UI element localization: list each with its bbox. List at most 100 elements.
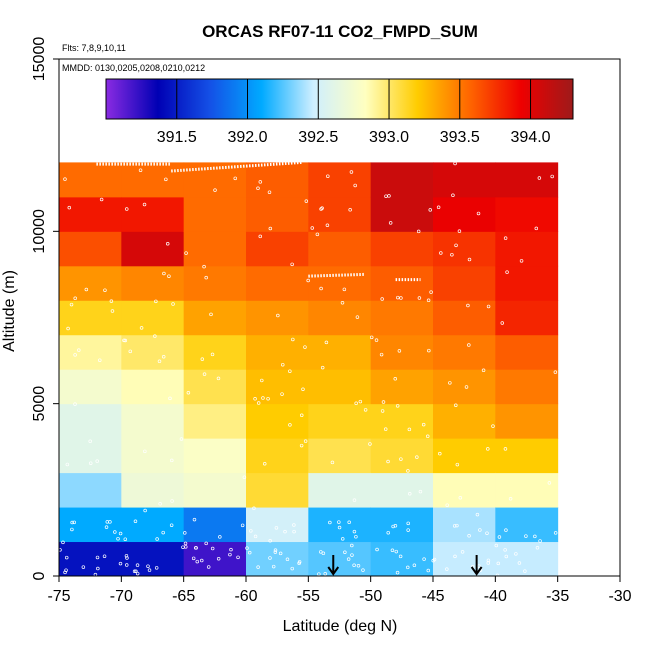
heatmap-cell-1-6 [121,334,185,370]
heatmap-cell-2-6 [183,334,247,370]
observation-point [517,561,522,565]
observation-point [299,413,304,418]
observation-point [240,523,245,528]
observation-point [504,528,508,532]
observation-point [96,566,100,571]
observation-point [363,408,368,412]
observation-point [98,358,102,362]
heatmap-cell-2-11 [183,162,247,198]
observation-point [361,568,365,572]
observation-point [356,564,361,568]
heatmap-cell-2-9 [183,231,247,267]
heatmap-cell-5-3 [370,438,434,474]
observation-point [158,502,162,506]
heatmap-cell-5-9 [370,231,434,267]
heatmap-cell-1-10 [121,196,185,232]
observation-point [167,274,171,278]
observation-point [390,548,395,552]
observation-point [319,550,323,554]
observation-point [415,455,419,459]
observation-point [134,569,138,574]
observation-point [108,520,112,524]
x-axis-label: Latitude (deg N) [283,618,398,635]
observation-point [73,353,77,357]
observation-point [266,396,270,401]
observation-point [142,202,147,207]
observation-point [330,460,335,465]
observation-point [66,326,70,331]
heatmap-cell-7-0 [495,541,559,577]
observation-point [350,553,354,557]
heatmap-cell-6-10 [433,196,496,232]
observation-point [368,442,372,446]
heatmap-cell-7-2 [495,472,559,508]
observation-point [320,365,325,370]
observation-point [550,174,554,179]
observation-point [253,397,257,401]
observation-point [303,439,308,443]
flight-track [171,160,303,173]
observation-point [491,424,495,428]
observation-point [523,569,527,573]
observation-point [292,529,296,534]
observation-point [391,524,395,529]
observation-point [118,531,123,536]
observation-point [486,304,491,309]
observation-point [268,226,273,231]
observation-point [486,447,490,451]
heatmap-cell-4-4 [308,403,372,439]
observation-point [280,362,285,367]
heatmap-cell-0-2 [59,472,122,508]
x-tick-label: -65 [172,588,195,605]
observation-point [321,551,326,556]
observation-point [216,376,221,381]
observation-point [452,524,457,528]
observation-point [116,536,120,541]
observation-point [132,569,137,574]
observation-point [445,567,449,571]
observation-point [290,262,294,267]
heatmap-cell-4-10 [308,196,372,232]
observation-point [500,321,505,325]
observation-point [102,554,107,558]
heatmap-cell-5-4 [370,403,434,439]
observation-point [303,345,307,349]
arrow-head [327,566,340,576]
observation-point [481,368,486,373]
observation-point [406,521,410,526]
heatmap-cell-0-0 [59,541,122,577]
observation-point [467,534,471,538]
heatmap-cell-4-1 [308,507,372,543]
observation-point [260,378,264,383]
heatmap-cell-3-5 [246,369,309,405]
observation-point [268,539,272,543]
observation-point [61,540,65,545]
observation-point [183,541,188,546]
colorbar-tick-label: 392.5 [298,129,338,146]
observation-point [337,520,341,524]
observation-point [534,226,539,231]
heatmap-cell-6-1 [433,507,496,543]
heatmap-cell-1-0 [121,541,185,577]
observation-point [514,552,518,556]
y-tick-label: 5000 [31,386,48,422]
observation-point [245,546,249,550]
observation-point [450,252,454,257]
heatmap-cell-6-7 [433,300,496,336]
observation-point [455,523,459,528]
heatmap-cell-2-4 [183,403,247,439]
observation-point [88,461,93,465]
observation-point [383,427,388,431]
observation-point [199,558,204,563]
observation-point [63,177,67,181]
observation-point [213,188,217,192]
observation-point [65,462,70,467]
heatmap-cell-6-5 [433,369,496,405]
heatmap-cell-0-1 [59,507,122,543]
observation-point [406,528,410,532]
observation-point [475,512,480,517]
observation-point [290,566,294,571]
colorbar-tick-label: 392.0 [227,129,267,146]
observation-point [537,176,542,180]
observation-point [538,539,542,543]
